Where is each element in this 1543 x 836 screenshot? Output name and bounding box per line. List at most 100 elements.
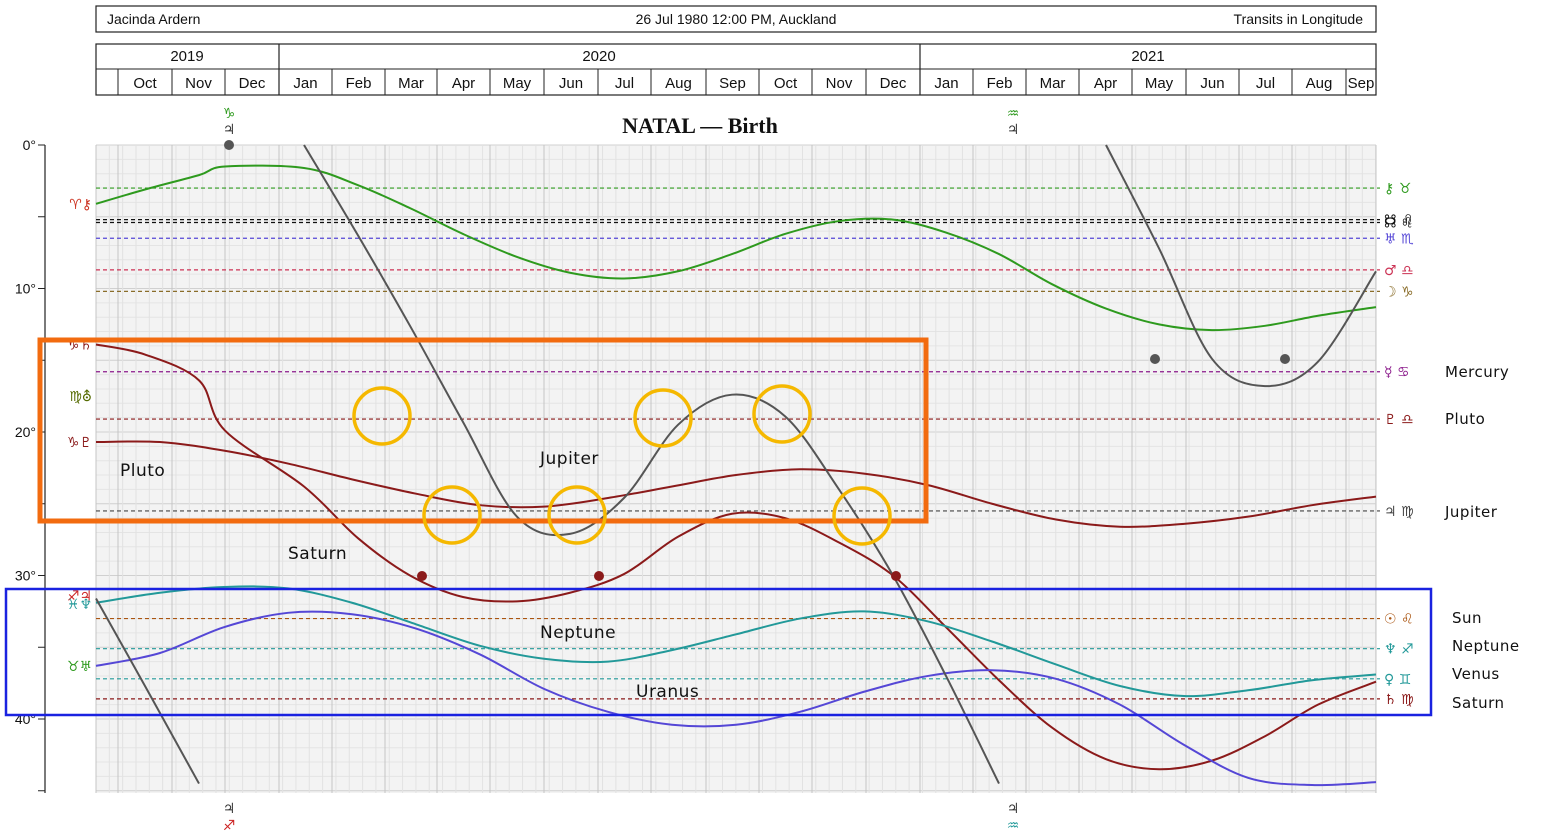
right-label-pluto: Pluto: [1445, 410, 1485, 428]
month-label: Dec: [239, 75, 266, 92]
month-label: Jan: [293, 75, 317, 92]
start-glyph: ♐♃: [67, 589, 92, 605]
right-label-venus: Venus: [1452, 665, 1500, 683]
person-name: Jacinda Ardern: [107, 11, 200, 27]
series-chiron: [95, 164, 1377, 332]
start-glyph: ♓♆: [67, 597, 92, 613]
month-label: Aug: [665, 75, 692, 92]
natal-glyph: ♅ ♏: [1384, 231, 1414, 247]
curve-label-saturn: Saturn: [288, 544, 347, 564]
month-label: Jul: [1256, 75, 1275, 92]
highlight-circle: [547, 485, 607, 545]
highlight-circle: [832, 486, 892, 546]
month-label: Jul: [615, 75, 634, 92]
natal-glyph: ☽ ♑: [1384, 284, 1414, 300]
ingress-planet: ♃: [223, 801, 236, 817]
highlight-circle: [352, 386, 412, 446]
month-label: May: [503, 75, 532, 92]
chart-title: NATAL — Birth: [622, 113, 778, 138]
month-label: Jun: [559, 75, 583, 92]
blue-highlight-box: [4, 587, 1433, 717]
year-label: 2020: [582, 48, 615, 65]
month-label: Feb: [346, 75, 372, 92]
month-label: May: [1145, 75, 1174, 92]
curve-label-pluto: Pluto: [120, 461, 165, 481]
station-dot: [224, 140, 234, 150]
highlight-circle: [633, 388, 693, 448]
left-glyphs: ♈⚷♑♄♍⛢♑♇♐♃♓♆♉♅: [67, 197, 92, 675]
natal-glyph: ☿ ♋: [1384, 365, 1410, 381]
natal-glyph: ☊ ♌: [1384, 215, 1413, 231]
station-dot: [417, 571, 427, 581]
start-glyph: ♑♇: [67, 435, 92, 451]
month-label: Mar: [1040, 75, 1066, 92]
y-tick-label: 40°: [15, 711, 36, 727]
natal-glyph: ☋ ♌: [1384, 213, 1413, 229]
ingress-planet: ♃: [1007, 122, 1020, 138]
curve-label-jupiter: Jupiter: [539, 449, 599, 469]
chart-header: Jacinda Ardern 26 Jul 1980 12:00 PM, Auc…: [95, 5, 1377, 33]
month-label: Sep: [1348, 75, 1375, 92]
ingress-planet: ♃: [223, 122, 236, 138]
ingress-marks: ♑♃♒♃♃♐♃♒: [223, 106, 1020, 834]
ingress-sign: ♑: [223, 106, 236, 122]
month-label: Apr: [1094, 75, 1117, 92]
start-glyph: ♉♅: [67, 659, 92, 675]
series-saturn: [95, 343, 1377, 771]
y-tick-label: 0°: [23, 137, 36, 153]
month-label: Oct: [774, 75, 798, 92]
y-tick-label: 10°: [15, 281, 36, 297]
orange-highlight-box: [37, 337, 929, 524]
curve-label-neptune: Neptune: [540, 623, 616, 643]
start-glyph: ♈⚷: [69, 197, 92, 213]
month-label: Jan: [934, 75, 958, 92]
station-dot: [1150, 354, 1160, 364]
event-datetime: 26 Jul 1980 12:00 PM, Auckland: [636, 11, 837, 27]
natal-glyph: ♃ ♍: [1384, 504, 1414, 520]
y-tick-label: 20°: [15, 424, 36, 440]
series-jupiter: [1105, 144, 1377, 388]
right-label-mercury: Mercury: [1445, 363, 1509, 381]
right-label-sun: Sun: [1452, 609, 1482, 627]
right-label-jupiter: Jupiter: [1444, 503, 1498, 521]
series-uranus: [95, 610, 1377, 787]
month-label: Sep: [719, 75, 746, 92]
natal-glyph: ♄ ♍: [1384, 692, 1414, 708]
highlight-overlays: [4, 337, 1433, 717]
year-label: 2021: [1131, 48, 1164, 65]
natal-glyph: ☉ ♌: [1384, 612, 1414, 628]
right-label-saturn: Saturn: [1452, 694, 1505, 712]
natal-glyph: ♀ ♊: [1384, 672, 1411, 688]
natal-glyph: ♂ ♎: [1384, 263, 1414, 279]
y-tick-label: 30°: [15, 568, 36, 584]
chart-type: Transits in Longitude: [1234, 11, 1364, 27]
station-dot: [891, 571, 901, 581]
month-label: Dec: [880, 75, 907, 92]
month-label: Mar: [398, 75, 424, 92]
year-label: 2019: [170, 48, 203, 65]
series-neptune: [95, 585, 1377, 698]
curve-labels: Pluto Jupiter Saturn Neptune Uranus: [120, 449, 699, 702]
ingress-planet: ♃: [1007, 801, 1020, 817]
highlight-circle: [422, 485, 482, 545]
station-dot: [594, 571, 604, 581]
ingress-sign: ♐: [223, 818, 236, 834]
month-label: Aug: [1306, 75, 1333, 92]
ingress-sign: ♒: [1007, 106, 1020, 122]
natal-glyph: ♆ ♐: [1384, 642, 1414, 658]
month-label: Nov: [185, 75, 212, 92]
natal-glyph: ♇ ♎: [1384, 412, 1414, 428]
month-label: Oct: [133, 75, 157, 92]
series-jupiter: [95, 597, 200, 785]
timeline-header: 2019 2020 2021 Oct Nov Dec Jan Feb Mar Apr May Jun J…: [95, 43, 1377, 96]
station-dot: [1280, 354, 1290, 364]
right-labels: Mercury Pluto Jupiter Sun Neptune Venus …: [1444, 363, 1519, 712]
ingress-sign: ♒: [1007, 818, 1020, 834]
natal-glyph: ⚷ ♉: [1384, 181, 1411, 197]
natal-lines: ⚷ ♉ ☋ ♌☊ ♌♅ ♏ ♂ ♎ ☽ ♑ ☿ ♋ ♇ ♎ ♃ ♍ ☉ ♌ ♆ ♐ ♀ ♊ ♄ ♍: [96, 181, 1414, 708]
highlight-circle: [752, 384, 812, 444]
start-glyph: ♍⛢: [69, 389, 92, 405]
month-label: Jun: [1200, 75, 1224, 92]
curve-label-uranus: Uranus: [636, 682, 699, 702]
month-label: Feb: [987, 75, 1013, 92]
